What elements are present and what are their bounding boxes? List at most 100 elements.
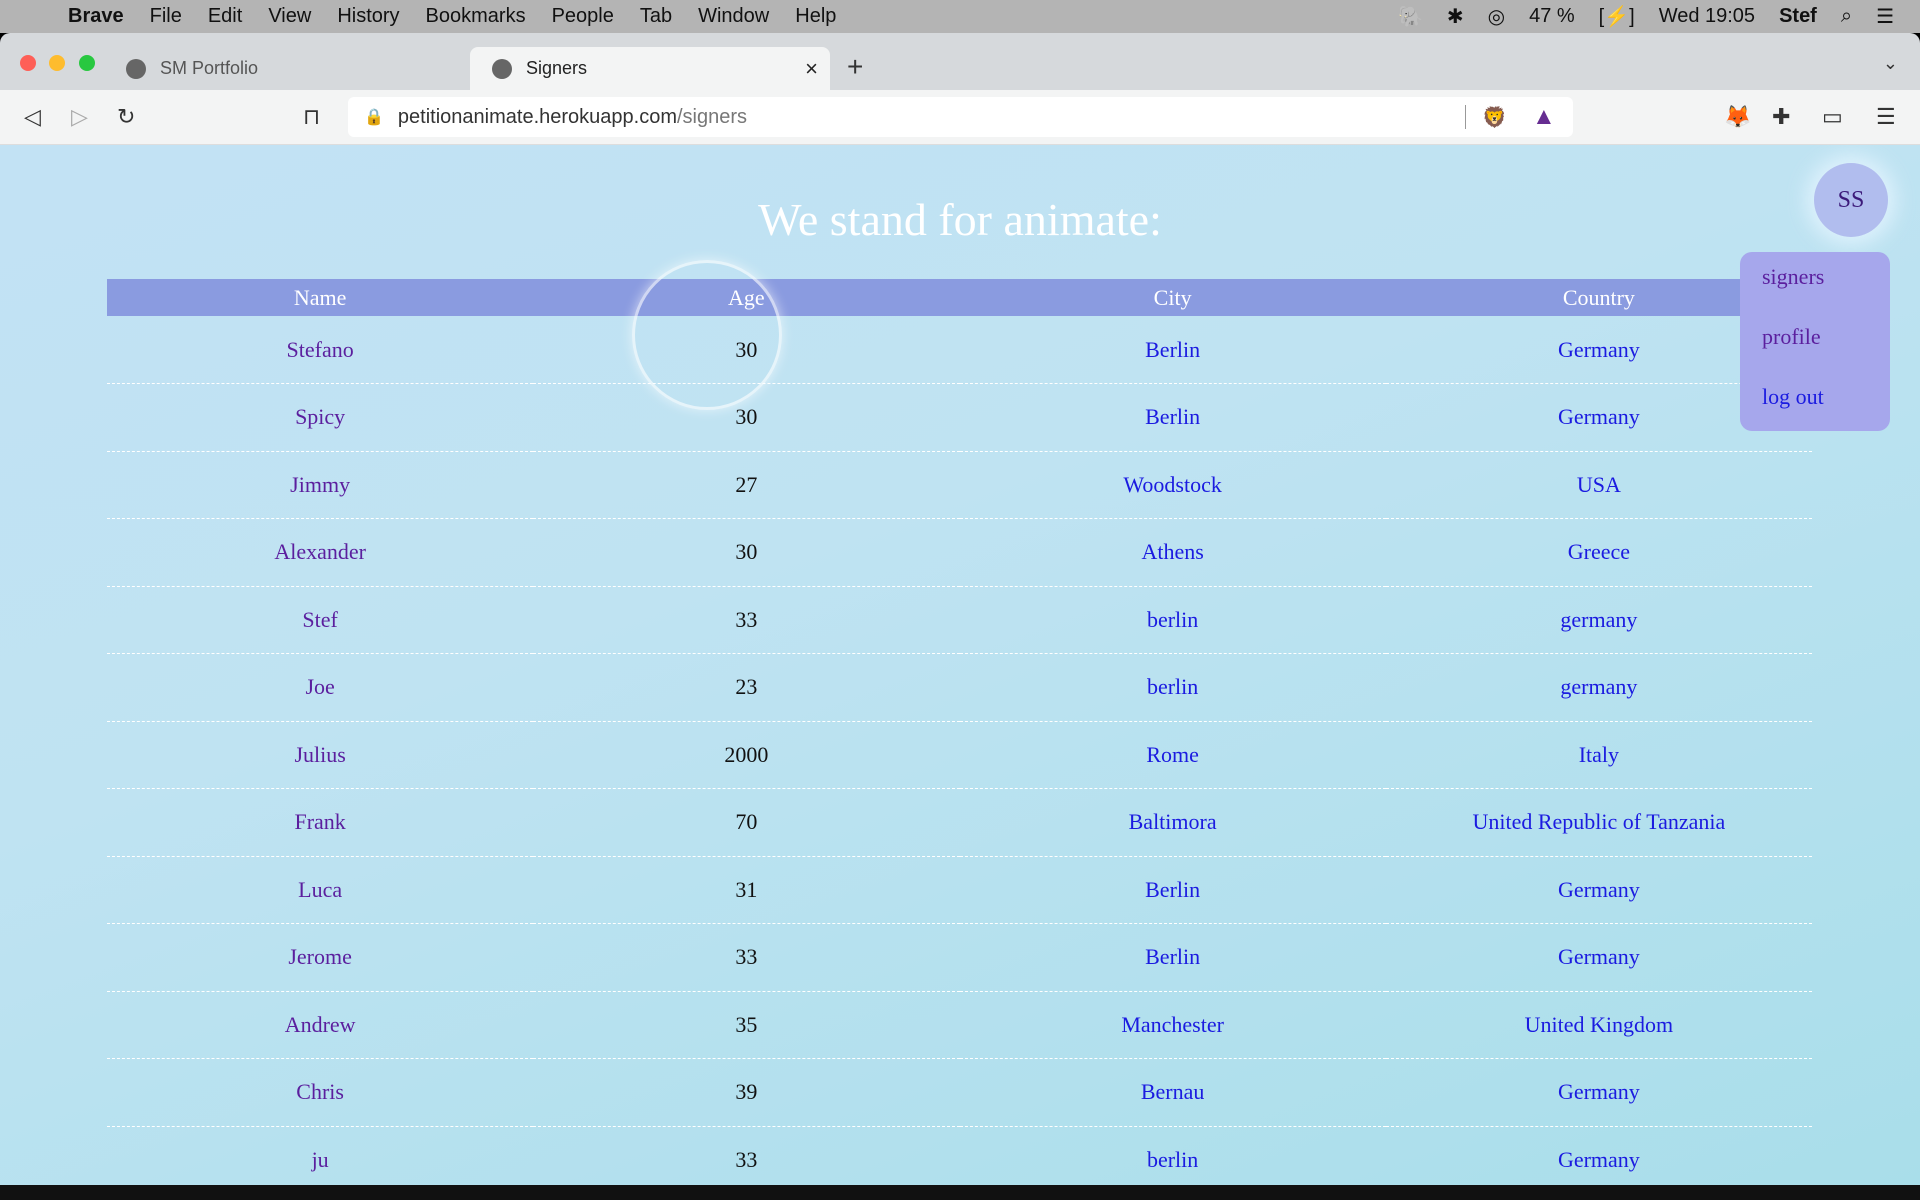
menu-view[interactable]: View [268,5,312,27]
menu-window[interactable]: Window [698,5,770,27]
page-content: We stand for animate: Name Age City Coun… [0,145,1920,1185]
cell-name[interactable]: Frank [107,788,534,857]
tab-sm-portfolio[interactable]: SM Portfolio [104,47,466,90]
cell-country[interactable]: germany [1385,653,1812,722]
menu-icon[interactable]: ☰ [1876,104,1896,129]
tab-title: Signers [526,58,588,78]
cell-age: 30 [533,518,960,587]
cell-country[interactable]: USA [1385,451,1812,519]
bookmark-icon[interactable]: ⊓ [303,104,321,129]
macos-menubar: Brave File Edit View History Bookmarks P… [0,0,1920,33]
cell-name[interactable]: Alexander [107,518,534,587]
menu-tab[interactable]: Tab [639,5,673,27]
cell-name[interactable]: Spicy [107,383,534,452]
cell-name[interactable]: Luca [107,856,534,924]
cell-city[interactable]: berlin [959,586,1386,654]
cell-name[interactable]: Jerome [107,923,534,992]
menu-logout-link[interactable]: log out [1762,384,1824,409]
cell-city[interactable]: Manchester [959,991,1386,1059]
cell-name[interactable]: Stef [107,586,534,654]
cell-name[interactable]: Jimmy [107,451,534,519]
url-host: petitionanimate.herokuapp.com [397,105,677,128]
cell-country[interactable]: Italy [1385,721,1812,789]
menu-file[interactable]: File [149,5,182,27]
cell-country[interactable]: Germany [1385,856,1812,924]
close-window-button[interactable] [20,55,36,71]
table-row: Luca 31 Berlin Germany [107,856,1812,924]
cell-age: 35 [533,991,960,1059]
globe-icon [492,58,512,79]
cell-city[interactable]: berlin [959,1126,1386,1185]
table-row: Andrew 35 Manchester United Kingdom [107,991,1812,1059]
tab-list-chevron-icon[interactable]: ⌄ [1882,53,1898,73]
table-row: Jerome 33 Berlin Germany [107,923,1812,992]
menu-history[interactable]: History [337,5,400,27]
table-row: Jimmy 27 Woodstock USA [107,451,1812,519]
bluetooth-icon[interactable]: ✱ [1446,6,1464,28]
cell-country[interactable]: United Republic of Tanzania [1385,788,1812,857]
cell-name[interactable]: Andrew [107,991,534,1059]
extensions-icon[interactable]: ✚ [1772,104,1791,129]
cell-city[interactable]: Berlin [959,316,1386,384]
menu-bookmarks[interactable]: Bookmarks [425,5,526,27]
new-tab-icon[interactable]: + [847,51,864,82]
wifi-icon[interactable]: ◎ [1487,6,1506,28]
menu-help[interactable]: Help [795,5,837,27]
metamask-icon[interactable]: 🦊 [1724,104,1752,129]
cell-city[interactable]: berlin [959,653,1386,722]
close-tab-icon[interactable]: × [805,55,818,81]
cell-city[interactable]: Woodstock [959,451,1386,519]
cell-city[interactable]: Berlin [959,856,1386,924]
cell-name[interactable]: Julius [107,721,534,789]
cell-name[interactable]: ju [107,1126,534,1185]
cell-city[interactable]: Berlin [959,923,1386,992]
cell-name[interactable]: Joe [107,653,534,722]
search-icon[interactable]: ⌕ [1840,5,1853,27]
forward-icon[interactable]: ▷ [71,104,88,129]
brave-rewards-icon[interactable]: ▲ [1532,103,1556,130]
menu-profile-link[interactable]: profile [1762,324,1821,349]
cell-name[interactable]: Chris [107,1058,534,1127]
tab-signers[interactable]: Signers × [470,47,830,90]
dock-edge [0,1185,1920,1200]
cell-age: 33 [533,923,960,992]
table-row: Alexander 30 Athens Greece [107,518,1812,587]
back-icon[interactable]: ◁ [24,104,41,129]
cell-city[interactable]: Baltimora [959,788,1386,857]
zoom-window-button[interactable] [79,55,95,71]
menu-app[interactable]: Brave [68,5,124,27]
globe-icon [126,58,146,79]
user-name[interactable]: Stef [1779,5,1817,27]
cell-age: 2000 [533,721,960,789]
table-row: ju 33 berlin Germany [107,1126,1812,1185]
cell-city[interactable]: Bernau [959,1058,1386,1127]
table-row: Spicy 30 Berlin Germany [107,383,1812,452]
wallet-icon[interactable]: ▭ [1822,104,1843,129]
cell-name[interactable]: Stefano [107,316,534,384]
cell-country[interactable]: Germany [1385,1126,1812,1185]
cell-city[interactable]: Berlin [959,383,1386,452]
cell-country[interactable]: Greece [1385,518,1812,587]
cell-country[interactable]: Germany [1385,923,1812,992]
menu-edit[interactable]: Edit [207,5,243,27]
cell-country[interactable]: Germany [1385,1058,1812,1127]
reload-icon[interactable]: ↻ [117,104,136,129]
menu-signers-link[interactable]: signers [1762,264,1825,289]
brave-shields-icon[interactable]: 🦁 [1482,106,1507,129]
battery-icon[interactable]: [⚡] [1598,6,1635,28]
elephant-icon[interactable]: 🐘 [1397,6,1423,28]
table-row: Frank 70 Baltimora United Republic of Tanza… [107,788,1812,857]
menu-people[interactable]: People [551,5,614,27]
address-bar[interactable]: 🔒 petitionanimate.herokuapp.com/signers … [348,97,1573,137]
avatar[interactable]: SS [1814,163,1888,237]
cell-country[interactable]: United Kingdom [1385,991,1812,1059]
cell-city[interactable]: Rome [959,721,1386,789]
tab-title: SM Portfolio [160,58,259,78]
clock[interactable]: Wed 19:05 [1658,5,1756,27]
control-center-icon[interactable]: ☰ [1876,6,1894,28]
cell-age: 39 [533,1058,960,1127]
cell-city[interactable]: Athens [959,518,1386,587]
tab-bar: SM Portfolio Signers × + ⌄ [0,33,1920,90]
cell-country[interactable]: germany [1385,586,1812,654]
minimize-window-button[interactable] [49,55,65,71]
